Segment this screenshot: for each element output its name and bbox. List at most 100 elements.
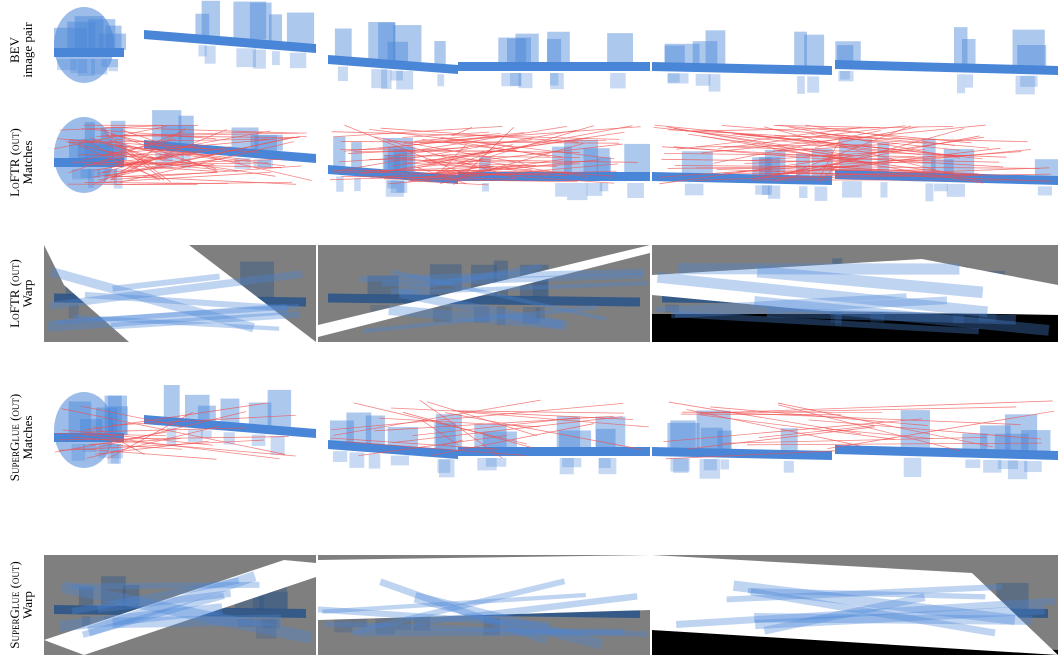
room [815,187,828,201]
room [709,74,721,91]
panel [328,125,652,200]
room [547,32,570,64]
room [164,384,180,419]
room [290,53,306,69]
room [835,41,860,62]
room [665,44,700,65]
panel [318,245,650,342]
room [349,452,364,467]
room [249,403,272,426]
room [673,458,688,472]
room [72,444,86,461]
panel [652,555,1058,655]
room [598,458,616,474]
room [983,460,1001,473]
room [195,14,209,36]
panel [328,400,650,477]
panel [54,1,316,83]
room [233,2,266,40]
room [287,13,314,44]
panel [44,555,316,655]
room [838,71,853,81]
room [627,183,644,198]
room [1038,186,1052,195]
room [957,74,965,93]
room [272,51,280,65]
room [700,459,721,479]
room [624,144,652,174]
room [610,73,626,88]
room [555,183,567,197]
room [768,186,780,199]
room [354,178,360,191]
room [721,459,730,469]
panel [54,110,316,193]
panel [54,384,316,468]
room [437,74,444,86]
room [794,32,807,67]
room [685,184,704,196]
room [351,142,362,169]
room [501,73,521,86]
room [880,182,887,197]
room [562,458,581,467]
room [799,186,807,198]
row-labels: BEVimage pairLoFTR (out)MatchesLoFTR (ou… [7,22,35,649]
room [706,30,726,65]
room [99,34,126,50]
room [371,69,387,88]
room [269,14,282,42]
room [1017,45,1046,67]
match-line [72,162,183,163]
panel [328,22,650,90]
room [391,71,403,81]
room [947,184,965,197]
room [925,183,933,201]
warp-stripe [358,632,624,633]
room [253,160,272,168]
room [369,454,381,469]
room [477,458,496,470]
room [550,73,564,89]
room [391,456,409,466]
room [333,451,347,462]
row-label: Warp [20,280,35,308]
room [696,74,711,86]
room [336,176,343,191]
room [587,183,603,196]
room [781,428,798,452]
room [338,67,348,82]
room [904,458,922,477]
room [434,41,445,65]
room [607,33,633,64]
room [954,27,967,65]
panel [318,555,650,655]
panel [652,245,1058,342]
figure: BEVimage pairLoFTR (out)MatchesLoFTR (ou… [0,0,1058,668]
room [797,76,805,94]
room [1008,461,1027,480]
room [102,59,118,67]
panel [652,27,1058,94]
panels [44,1,1058,655]
row-label: image pair [20,22,35,78]
row-label: Warp [20,591,35,619]
room [965,459,980,468]
panel [652,401,1058,479]
room [965,74,973,87]
room [682,151,713,174]
room [368,22,395,60]
room [670,420,695,449]
row-label: Matches [20,415,35,459]
room [595,417,625,449]
panel [652,125,1058,201]
room [934,184,948,192]
room [198,45,206,56]
room [1020,76,1037,87]
room [335,29,352,58]
room [784,461,794,473]
room [668,73,689,83]
room [88,169,94,188]
room [842,181,862,197]
room [567,183,587,200]
